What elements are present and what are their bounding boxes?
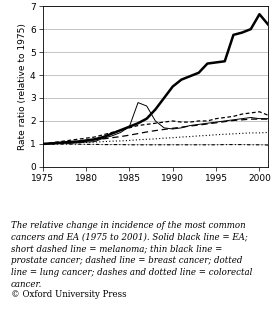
Text: The relative change in incidence of the most common
cancers and EA (1975 to 2001: The relative change in incidence of the … <box>11 221 252 289</box>
Text: © Oxford University Press: © Oxford University Press <box>11 290 127 299</box>
Y-axis label: Rate ratio (relative to 1975): Rate ratio (relative to 1975) <box>18 23 27 150</box>
